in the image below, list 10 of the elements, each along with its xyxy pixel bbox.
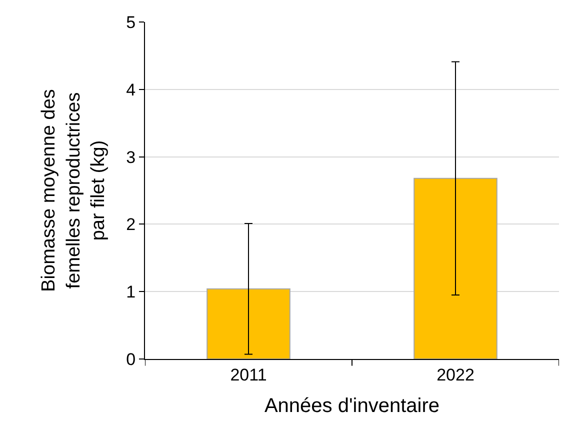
y-axis-title: Biomasse moyenne des femelles reproductrices par filet (kg) (38, 89, 109, 292)
x-axis-title: Années d'inventaire (264, 394, 440, 417)
y-tick-label: 4 (126, 80, 136, 100)
y-tick-label: 2 (126, 215, 136, 234)
y-tick-label: 0 (126, 350, 136, 369)
y-tick-label: 5 (126, 12, 136, 32)
y-tick-label: 3 (126, 148, 136, 167)
y-tick-label: 1 (126, 282, 136, 302)
x-tick-label: 2011 (230, 365, 267, 384)
x-tick-label: 2022 (436, 365, 474, 384)
